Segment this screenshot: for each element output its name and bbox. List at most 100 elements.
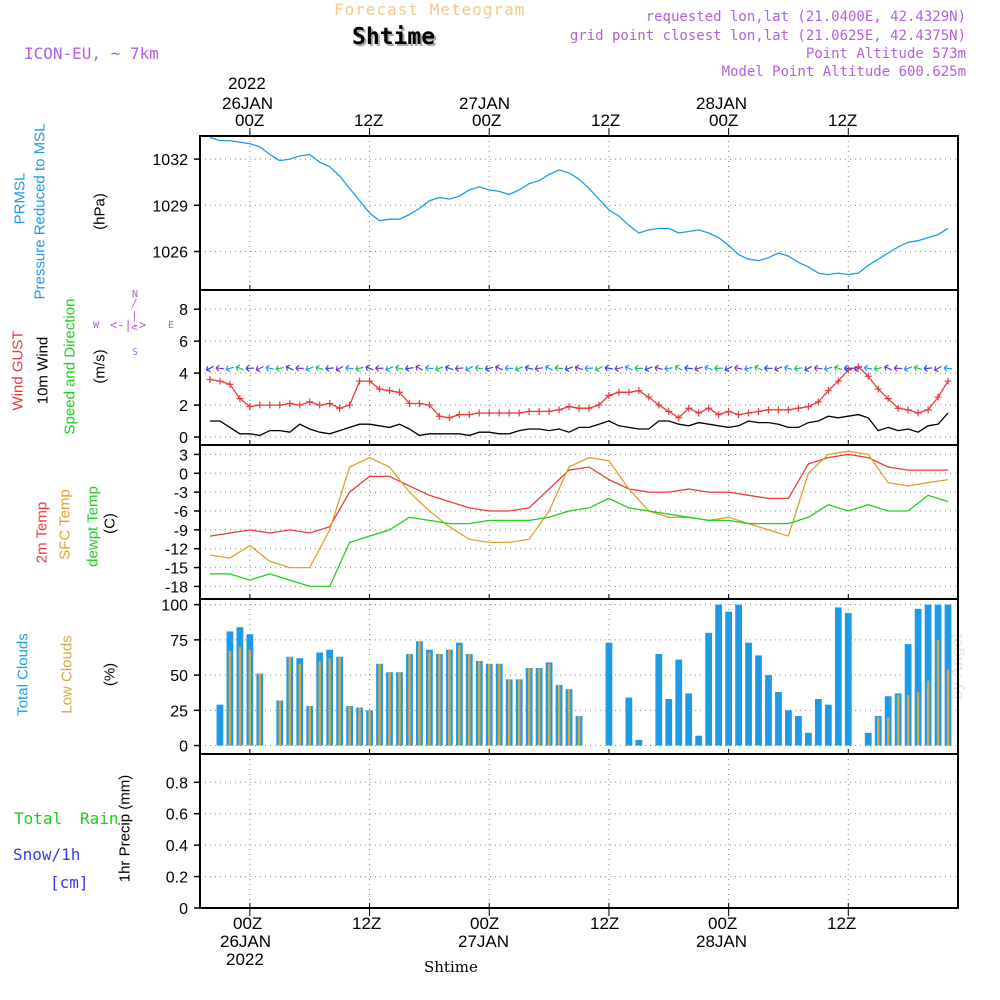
wind-direction-arrow — [594, 365, 603, 372]
wind-direction-arrow — [714, 364, 723, 372]
y-tick-label: -18 — [165, 579, 188, 596]
y-tick-label: 0 — [179, 901, 188, 918]
gust-marker — [535, 407, 543, 415]
low-cloud-bar — [358, 707, 361, 746]
wind-direction-arrow — [923, 365, 933, 372]
snow-unit: [cm] — [50, 873, 89, 892]
total-cloud-bar — [765, 675, 772, 746]
low-cloud-bar — [368, 710, 371, 746]
compass-e: E — [168, 320, 175, 331]
gust-marker — [605, 391, 613, 399]
low-cloud-bar — [916, 692, 920, 746]
top-date-26: 26JAN — [222, 94, 274, 113]
low-cloud-bar — [468, 653, 471, 746]
bottom-hour-0: 00Z — [233, 914, 263, 933]
low-cloud-bar — [288, 656, 291, 746]
y-tick-label: 1026 — [152, 245, 188, 262]
bottom-year-label: 2022 — [226, 950, 264, 969]
gust-marker — [296, 401, 304, 409]
wind-direction-arrow — [305, 365, 314, 373]
wind-direction-arrow — [754, 364, 763, 371]
wind-arrow-shape — [813, 364, 823, 372]
wind-direction-arrow — [644, 365, 653, 373]
low-cloud-bar — [567, 689, 571, 746]
wind-arrow-shape — [305, 365, 314, 373]
wind-direction-arrow — [574, 364, 583, 372]
wind-direction-arrow — [893, 364, 903, 372]
wind-arrow-shape — [594, 365, 603, 372]
wind-arrow-shape — [764, 364, 773, 372]
wind-direction-arrow — [884, 364, 893, 371]
low-cloud-bar — [507, 679, 511, 746]
gust-marker — [944, 377, 952, 385]
total-cloud-bar — [755, 655, 762, 746]
gust-marker — [874, 385, 882, 393]
gust-marker — [545, 407, 553, 415]
gust-marker — [824, 387, 832, 395]
y-tick-label: 0 — [179, 739, 188, 756]
total-cloud-bar — [725, 611, 732, 746]
gust-marker — [585, 404, 593, 412]
total-cloud-bar — [864, 732, 872, 746]
total-cloud-bar — [625, 697, 633, 746]
wind-arrow-shape — [205, 365, 214, 372]
low-cloud-bar — [557, 684, 561, 746]
wind-direction-arrow — [804, 365, 813, 372]
gust-marker — [655, 401, 663, 409]
wind-direction-arrow — [634, 364, 643, 372]
wind-arrow-shape — [375, 364, 384, 372]
low-cloud-bar — [448, 649, 451, 746]
top-hour-3: 12Z — [591, 111, 621, 130]
wind-arrow-shape — [913, 364, 923, 372]
y-tick-label: 8 — [179, 302, 188, 319]
total-cloud-bar — [605, 642, 613, 746]
wind-arrow-shape — [474, 364, 484, 372]
total-cloud-bar — [635, 739, 643, 746]
station-title: Shtime — [352, 24, 436, 50]
gust-marker — [884, 395, 892, 403]
wind-arrow-shape — [385, 365, 394, 373]
wind-direction-arrow — [235, 364, 244, 371]
gust-marker — [306, 398, 314, 406]
wind-direction-arrow — [405, 365, 414, 372]
bottom-hour-3: 12Z — [590, 914, 620, 933]
bottom-date-26: 26JAN — [220, 932, 272, 951]
total-cloud-bar — [775, 692, 782, 746]
low-cloud-bar — [318, 661, 321, 746]
y-tick-label: 0.4 — [166, 838, 188, 855]
gust-marker — [405, 399, 413, 407]
total-cloud-bar — [824, 704, 832, 746]
wind-direction-arrow — [704, 364, 713, 372]
y-tick-label: 0 — [179, 466, 188, 483]
wind-arrow-shape — [345, 364, 354, 372]
wind-arrow-shape — [215, 364, 224, 372]
total-cloud-bar — [715, 604, 723, 746]
y-tick-label: 4 — [179, 366, 188, 383]
gust-marker — [725, 407, 733, 415]
y-tick-label: 0.8 — [166, 775, 188, 792]
wind-arrow-shape — [564, 365, 574, 372]
gust-marker — [595, 401, 603, 409]
total-cloud-bar — [675, 659, 683, 746]
gust-marker — [675, 414, 683, 422]
wind-arrow-shape — [854, 365, 863, 373]
gust-marker — [525, 407, 533, 415]
wind-arrow-shape — [275, 365, 284, 372]
gust-marker — [804, 403, 812, 411]
wind-arrow-shape — [295, 364, 304, 372]
low-cloud-bar — [238, 646, 242, 746]
wind-direction-arrow — [584, 364, 594, 372]
gust-marker — [774, 406, 782, 414]
wind-arrow-shape — [465, 365, 474, 372]
y-tick-label: 25 — [170, 703, 188, 720]
gust-marker — [445, 414, 453, 422]
wind-arrow-shape — [484, 365, 494, 372]
panel-0: 1026 1029 1032 — [152, 135, 959, 291]
wind-arrow-shape — [724, 365, 733, 373]
wind-arrow-shape — [933, 365, 942, 372]
bottom-date-28: 28JAN — [696, 932, 748, 951]
wind-arrow-shape — [584, 364, 594, 372]
wind-arrow-shape — [494, 364, 504, 371]
info-line-requested: requested lon,lat (21.0400E, 42.4329N) — [645, 9, 966, 25]
low-cloud-bar — [398, 672, 401, 746]
